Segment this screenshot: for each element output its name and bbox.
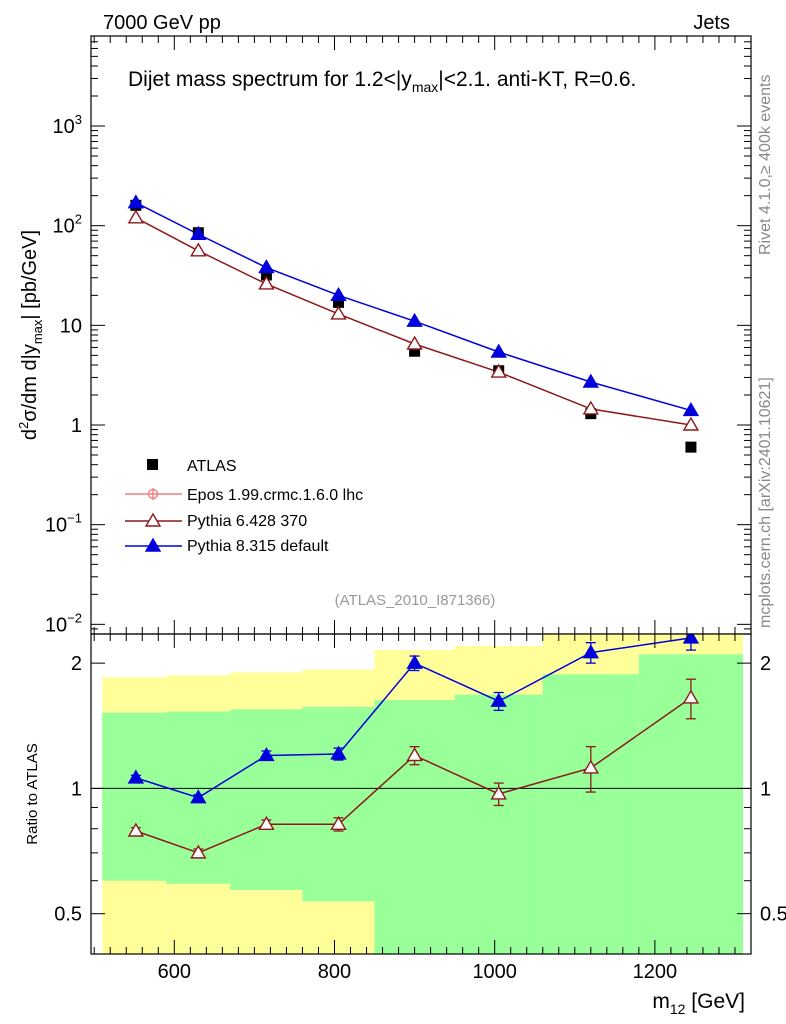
header-left: 7000 GeV pp xyxy=(103,12,221,34)
ratio-band-inner xyxy=(102,712,167,881)
legend-marker-pythia8 xyxy=(144,537,162,552)
pythia6-point xyxy=(490,363,507,378)
pythia8-point xyxy=(258,259,275,274)
main-series-line xyxy=(135,202,692,412)
ratio-y-tick-label: 2 xyxy=(71,653,82,675)
atlas-data-point xyxy=(333,296,344,308)
main-y-tick-label: 1 xyxy=(71,415,82,437)
pythia6-ratio-point xyxy=(330,815,347,830)
pythia6-point xyxy=(258,275,275,290)
main-y-axis-label: d2σ/dm d|ymax| [pb/GeV] xyxy=(16,230,45,440)
ratio-y-tick-label: 0.5 xyxy=(54,904,82,926)
legend-label-atlas: ATLAS xyxy=(187,458,237,475)
ratio-band-inner xyxy=(454,694,543,954)
pythia6-ratio-point xyxy=(258,815,275,830)
x-tick-label: 800 xyxy=(318,961,351,983)
ratio-frame xyxy=(90,633,752,955)
x-tick-label: 1200 xyxy=(633,961,678,983)
ratio-band-inner xyxy=(302,706,375,902)
legend-label-pythia6: Pythia 6.428 370 xyxy=(187,513,307,530)
pythia6-ratio-point xyxy=(190,844,207,859)
x-tick-label: 600 xyxy=(158,961,191,983)
pythia8-point xyxy=(682,402,700,417)
pythia6-ratio-point xyxy=(682,689,700,704)
ratio-band-inner xyxy=(230,709,303,890)
main-series-line xyxy=(135,217,692,426)
mcplots-label: mcplots.cern.ch [arXiv:2401.10621] xyxy=(757,377,774,628)
atlas-data-point xyxy=(260,269,272,281)
ratio-y-tick-label-right: 0.5 xyxy=(760,904,786,926)
ratio-y-axis-label: Ratio to ATLAS xyxy=(24,743,41,844)
ratio-band-inner xyxy=(374,700,455,954)
pythia6-ratio-point xyxy=(582,759,600,774)
ratio-y-tick-label-right: 2 xyxy=(760,653,771,675)
pythia6-point xyxy=(406,335,423,350)
pythia8-ratio-point xyxy=(330,745,347,760)
atlas-data-point xyxy=(685,441,697,453)
pythia8-ratio-point xyxy=(258,747,275,762)
pythia6-ratio-point xyxy=(127,822,145,837)
atlas-data-point xyxy=(409,345,421,357)
pythia6-point xyxy=(127,209,145,224)
pythia8-point xyxy=(330,286,347,302)
pythia8-point xyxy=(406,312,423,327)
pythia6-point xyxy=(190,242,207,257)
legend: ATLAS Epos 1.99.crmc.1.6.0 lhc Pythia 6.… xyxy=(125,458,363,555)
legend-marker-atlas xyxy=(147,459,158,470)
ratio-band-inner xyxy=(542,674,639,954)
legend-label-epos: Epos 1.99.crmc.1.6.0 lhc xyxy=(187,487,363,504)
pythia8-ratio-point xyxy=(682,634,700,644)
main-title: Dijet mass spectrum for 1.2<|ymax|<2.1. … xyxy=(128,68,636,95)
pythia6-point xyxy=(582,400,600,415)
ratio-panel: 0.5 0.5 1 1 2 2 600 800 1000 1200 Ratio to ATLAS… xyxy=(24,633,786,1017)
main-y-tick-label: 10−2 xyxy=(45,610,82,636)
pythia8-point xyxy=(127,194,145,209)
x-tick-label: 1000 xyxy=(472,961,517,983)
pythia8-ratio-point xyxy=(490,692,507,707)
header-right: Jets xyxy=(693,12,730,34)
pythia8-point xyxy=(490,343,507,358)
ratio-series-line xyxy=(135,637,692,799)
pythia8-ratio-point xyxy=(582,644,600,659)
pythia8-ratio-point xyxy=(406,654,423,669)
ratio-series-line xyxy=(135,697,692,854)
pythia6-point xyxy=(330,305,347,320)
pythia8-point xyxy=(190,225,207,240)
x-axis-label: m12 [GeV] xyxy=(652,990,745,1017)
rivet-version-label: Rivet 4.1.0,≥ 400k events xyxy=(757,75,774,255)
legend-marker-pythia6 xyxy=(144,512,162,527)
pythia8-ratio-point xyxy=(127,769,145,784)
pythia6-point xyxy=(682,416,700,431)
pythia8-ratio-point xyxy=(190,789,207,804)
analysis-tag: (ATLAS_2010_I871366) xyxy=(335,592,496,609)
main-y-tick-label: 10−1 xyxy=(45,511,82,537)
ratio-y-tick-label-right: 1 xyxy=(760,778,771,800)
pythia8-point xyxy=(582,373,600,388)
main-y-tick-label: 102 xyxy=(53,212,82,238)
pythia6-ratio-point xyxy=(406,747,423,762)
legend-label-pythia8: Pythia 8.315 default xyxy=(187,538,329,555)
pythia6-ratio-point xyxy=(490,785,507,800)
main-y-tick-label: 10 xyxy=(60,315,82,337)
ratio-y-tick-label: 1 xyxy=(71,778,82,800)
main-y-tick-label: 103 xyxy=(53,112,82,138)
